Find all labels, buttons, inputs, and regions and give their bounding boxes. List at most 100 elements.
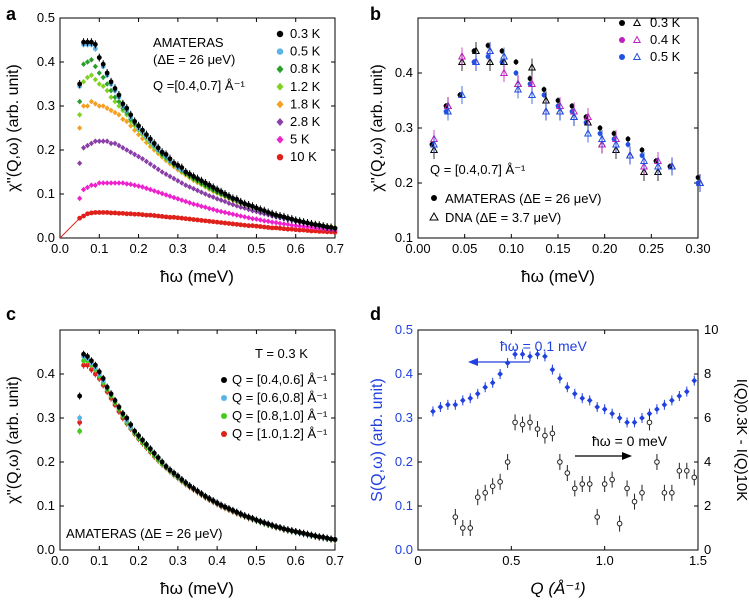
panel-d-xtick-label: 0.5 <box>502 553 520 568</box>
panel-a-legend-marker <box>276 48 284 55</box>
panel-a-point <box>92 210 98 215</box>
panel-d-sqw-point <box>497 371 503 377</box>
panel-c-point <box>273 524 279 530</box>
panel-b-dna-point <box>555 106 565 115</box>
panel-c-point <box>234 509 240 515</box>
panel-b-dna-point <box>653 161 663 170</box>
panel-a-point <box>120 101 126 107</box>
panel-a-point <box>128 181 134 188</box>
panel-d-iq-point <box>684 468 690 474</box>
panel-a-point <box>100 61 106 67</box>
panel-c-point <box>226 506 232 512</box>
panel-c-point <box>218 502 224 508</box>
panel-d-sqw-point <box>460 397 466 404</box>
panel-c-ann-instrument: AMATERAS (ΔE = 26 μeV) <box>66 526 222 541</box>
panel-b-dna-point <box>569 112 579 120</box>
panel-a-point <box>151 213 157 218</box>
panel-c-point <box>191 486 196 491</box>
panel-a-point <box>250 223 255 229</box>
panel-a-point <box>206 218 212 224</box>
panel-a-point <box>175 163 181 168</box>
panel-c-point <box>265 521 271 527</box>
panel-d-iq-point <box>586 481 593 487</box>
panel-a-point <box>120 210 126 216</box>
panel-a-point <box>210 219 216 225</box>
panel-b-amateras-point <box>625 142 631 147</box>
panel-a-point <box>246 202 251 208</box>
panel-a-point <box>281 214 287 220</box>
panel-a-point <box>124 147 130 153</box>
panel-d-sqw-point <box>572 390 578 397</box>
panel-b-xtick-label: 0.00 <box>405 241 430 256</box>
panel-a-point <box>222 220 228 226</box>
panel-a-legend-marker <box>276 30 284 38</box>
panel-b-dna-point <box>695 178 705 186</box>
panel-a-legend-label: 0.3 K <box>290 26 321 41</box>
panel-d-iq-point <box>691 474 698 481</box>
panel-d-sqw-point <box>579 395 586 402</box>
panel-a-point <box>171 194 177 201</box>
panel-b-dna-point <box>429 139 439 148</box>
panel-a-point <box>84 184 91 191</box>
panel-a-point <box>124 211 130 217</box>
panel-a-point <box>108 210 114 216</box>
panel-a-ytick-label: 0.0 <box>37 230 55 245</box>
panel-a-point <box>96 210 102 215</box>
panel-b-legend-marker-dna <box>632 35 642 43</box>
panel-c-ann-temp: T = 0.3 K <box>255 346 308 361</box>
panel-a-point <box>261 218 267 224</box>
panel-a-ylabel: χ''(Q,ω) (arb. unit) <box>5 64 22 191</box>
panel-a-legend-label: 0.5 K <box>290 44 321 59</box>
panel-c-point <box>183 480 189 486</box>
panel-a-point <box>104 87 110 94</box>
panel-d-iq-point <box>669 490 675 496</box>
panel-b-ytick-label: 0.3 <box>395 120 413 135</box>
panel-a-point <box>112 98 118 105</box>
panel-a-point <box>96 103 102 109</box>
panel-c-point <box>195 488 200 494</box>
panel-a-point <box>77 112 83 118</box>
panel-a-point <box>199 218 204 223</box>
panel-c-point <box>100 376 106 381</box>
panel-c-point <box>242 513 248 519</box>
panel-c-xtick-label: 0.6 <box>287 553 305 568</box>
panel-a-point <box>100 103 106 109</box>
panel-a-point <box>226 221 232 226</box>
panel-a-point <box>242 205 248 211</box>
panel-c-point <box>277 525 283 530</box>
panel-a-point <box>214 196 220 202</box>
panel-a-legend-marker <box>276 135 284 144</box>
panel-a-point <box>120 145 126 151</box>
panel-a-legend-marker <box>276 65 284 74</box>
panel-a-point <box>265 210 271 215</box>
panel-d-iq-point <box>542 432 548 439</box>
panel-c-ytick-label: 0.0 <box>37 542 55 557</box>
panel-d-sqw-point <box>564 384 571 391</box>
panel-c-point <box>285 527 291 533</box>
panel-a-point <box>100 138 106 144</box>
panel-a-point <box>116 112 122 118</box>
panel-a-point <box>81 213 86 219</box>
panel-a-point <box>77 81 83 87</box>
panel-b-xtick-label: 0.15 <box>545 241 570 256</box>
panel-c-point <box>81 358 86 364</box>
panel-b-dna-point <box>443 106 453 115</box>
panel-a-point <box>183 169 189 175</box>
panel-b-xtick-label: 0.20 <box>592 241 617 256</box>
panel-a-point <box>139 156 146 162</box>
panel-a-point <box>104 70 110 76</box>
panel-a-point <box>120 116 126 122</box>
panel-a-point <box>238 213 244 219</box>
panel-a-point <box>77 215 83 221</box>
panel-a-legend-label: 1.8 K <box>290 96 321 111</box>
panel-b-dna-point <box>457 51 467 60</box>
panel-a-point <box>261 224 267 230</box>
panel-d-sqw-point <box>654 406 660 413</box>
panel-a-point <box>254 223 259 229</box>
panel-b-dna-point <box>583 128 593 137</box>
panel-a-point <box>147 161 153 167</box>
panel-b-dna-point <box>471 57 481 65</box>
panel-a-label: a <box>6 4 17 24</box>
panel-c-point <box>332 537 338 542</box>
panel-a-point <box>135 153 142 160</box>
